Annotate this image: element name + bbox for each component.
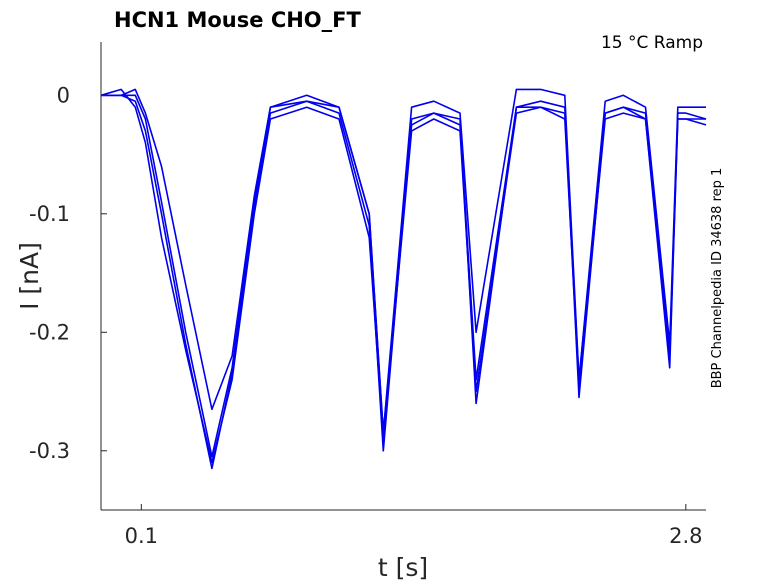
current-trace-3 — [100, 88, 707, 464]
tick-group: 0 -0.1 -0.2 -0.3 0.1 2.8 — [29, 83, 703, 548]
y-tick-label: -0.1 — [29, 202, 70, 226]
trace-group — [100, 88, 707, 470]
y-tick-label: -0.2 — [29, 320, 70, 344]
axes — [100, 42, 706, 511]
y-tick-label: -0.3 — [29, 439, 70, 463]
x-tick-label: 2.8 — [669, 524, 702, 548]
current-trace-2 — [101, 94, 706, 470]
x-tick-label: 0.1 — [125, 524, 158, 548]
x-axis-label: t [s] — [378, 553, 428, 582]
channelpedia-id-label: BBP Channelpedia ID 34638 rep 1 — [710, 168, 725, 389]
chart-title: HCN1 Mouse CHO_FT — [114, 8, 361, 32]
y-axis-label: I [nA] — [15, 242, 44, 310]
condition-annotation: 15 °C Ramp — [601, 33, 703, 53]
current-trace-4 — [101, 88, 707, 434]
current-trace-1 — [101, 88, 706, 458]
y-tick-label: 0 — [57, 83, 70, 107]
